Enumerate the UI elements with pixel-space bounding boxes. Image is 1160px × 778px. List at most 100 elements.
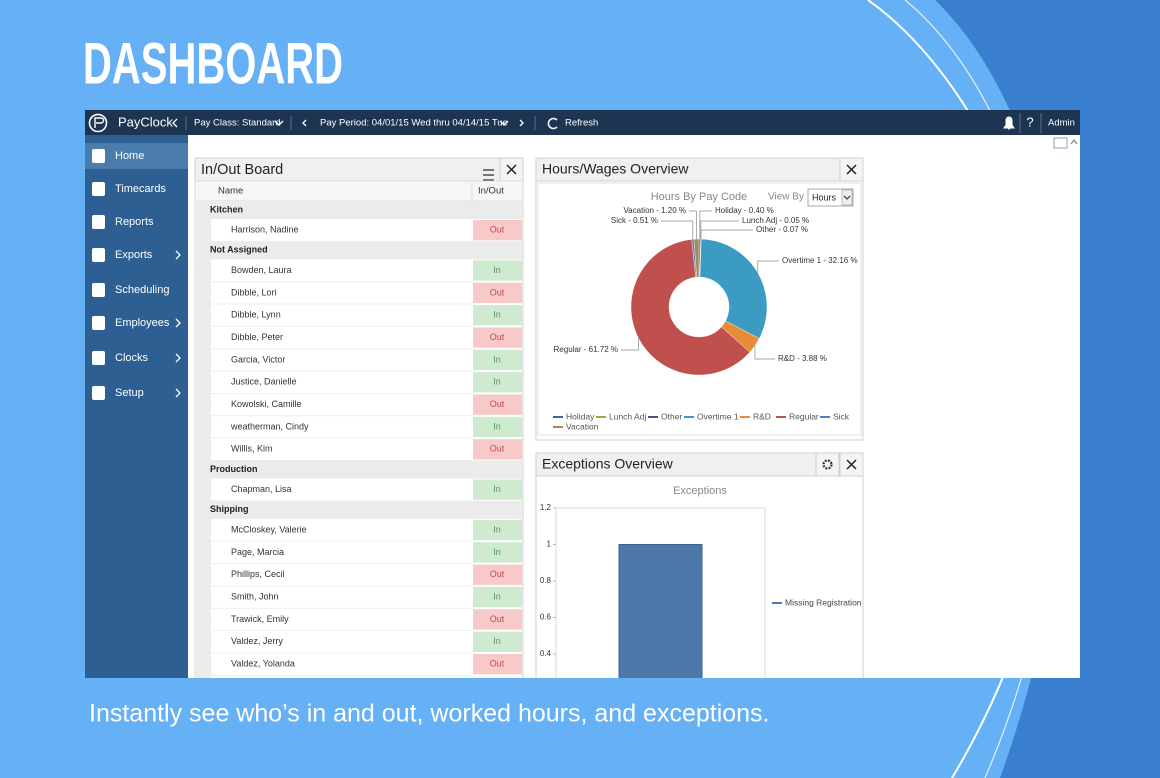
group-header (196, 460, 522, 479)
employee-name[interactable]: Chapman, Lisa (231, 484, 292, 494)
nav-icon (92, 149, 105, 163)
status: Out (490, 659, 505, 669)
status-cell (473, 542, 522, 563)
employee-name[interactable]: Kowolski, Camille (231, 399, 302, 409)
employee-name[interactable]: Willis, Kim (231, 444, 273, 454)
group-header (196, 241, 522, 260)
status-cell (473, 653, 522, 675)
employee-name[interactable]: Harrison, Nadine (231, 225, 299, 235)
nav-item[interactable]: Employees (115, 317, 170, 329)
status: In (493, 636, 501, 646)
status-cell (473, 305, 522, 326)
employee-name[interactable]: Garcia, Victor (231, 354, 285, 364)
employee-name[interactable]: Bowden, Laura (231, 265, 292, 275)
legend-label: Sick (833, 411, 850, 421)
close-icon (846, 164, 857, 175)
user-menu[interactable]: Admin (1048, 118, 1075, 129)
pay-class-select[interactable]: Pay Class: Standard (194, 118, 281, 129)
leader-line (700, 229, 753, 240)
group-name: Production (210, 464, 258, 474)
chevron-icon (175, 250, 181, 260)
employee-name[interactable]: weatherman, Cindy (230, 421, 309, 431)
slice-label: Vacation - 1.20 % (623, 206, 686, 215)
employee-name[interactable]: Valdez, Yolanda (231, 659, 295, 669)
employee-name[interactable]: Dibble, Peter (231, 332, 283, 342)
nav-item[interactable]: Exports (115, 249, 153, 261)
status-cell (473, 519, 522, 541)
close-icon (506, 164, 517, 175)
background-shape (935, 0, 1160, 778)
status-cell (473, 586, 522, 608)
slice-label: Overtime 1 - 32.16 % (782, 256, 858, 265)
nav-icon (92, 182, 105, 196)
dropdown-button (841, 189, 853, 206)
caption: Instantly see who’s in and out, worked h… (89, 700, 770, 728)
slice-label: Lunch Adj - 0.05 % (742, 216, 809, 225)
group-header (196, 500, 522, 519)
status: Out (490, 569, 505, 579)
employee-name[interactable]: Trawick, Emily (231, 614, 289, 624)
status: Out (490, 225, 505, 235)
chevron-icon (175, 388, 181, 398)
employee-name[interactable]: Smith, John (231, 591, 279, 601)
column-label: In/Out (478, 186, 504, 197)
group-header (196, 201, 522, 219)
y-tick-label: 0.8 (540, 576, 552, 585)
chevron-icon (172, 118, 178, 128)
nav-icon (92, 316, 105, 330)
nav-item[interactable]: Setup (115, 387, 144, 399)
settings-icon (822, 459, 833, 470)
status: In (493, 265, 501, 275)
chevron-icon (499, 120, 509, 126)
notification-icon[interactable] (1003, 116, 1015, 130)
status-cell (473, 394, 522, 415)
column-header (194, 180, 524, 202)
status: Out (490, 332, 505, 342)
employee-name[interactable]: Justice, Danielle (231, 377, 297, 387)
status-cell (473, 372, 522, 393)
help-button[interactable]: ? (1026, 114, 1033, 129)
chart-title: Exceptions (673, 485, 727, 497)
group-name: Not Assigned (210, 245, 268, 255)
legend-label: Regular (789, 411, 819, 421)
nav-item[interactable]: Scheduling (115, 284, 169, 296)
employee-name[interactable]: Valdez, Jerry (231, 636, 283, 646)
pay-period-select[interactable]: Pay Period: 04/01/15 Wed thru 04/14/15 T… (320, 118, 508, 129)
nav-icon (92, 248, 105, 262)
slice-label: Sick - 0.51 % (611, 216, 658, 225)
nav-item[interactable]: Clocks (115, 352, 149, 364)
status: In (493, 421, 501, 431)
nav-icon (92, 386, 105, 400)
y-tick-label: 0.6 (540, 613, 552, 622)
status: In (493, 354, 501, 364)
y-tick-label: 0.4 (540, 649, 552, 658)
status: In (493, 547, 501, 557)
employee-name[interactable]: Dibble, Lynn (231, 310, 281, 320)
settings-button[interactable] (815, 452, 840, 477)
refresh-button[interactable]: Refresh (565, 118, 598, 129)
status: Out (490, 287, 505, 297)
chevron-icon (175, 353, 181, 363)
layout-icon (1053, 137, 1068, 149)
employee-name[interactable]: Dibble, Lori (231, 287, 277, 297)
nav-item[interactable]: Reports (115, 216, 154, 228)
panel-title: Exceptions Overview (542, 456, 674, 472)
status: In (493, 484, 501, 494)
status-cell (473, 564, 522, 585)
slice-label: R&D - 3.88 % (778, 354, 827, 363)
prev-period (302, 119, 307, 127)
status: In (493, 377, 501, 387)
status: In (493, 591, 501, 601)
employee-name[interactable]: Page, Marcia (231, 547, 284, 557)
employee-name[interactable]: Phillips, Cecil (231, 569, 285, 579)
status: In (493, 310, 501, 320)
employee-name[interactable]: McCloskey, Valerie (231, 524, 307, 534)
scroll-up (1070, 138, 1078, 145)
chevron-icon (274, 120, 284, 126)
app-window: PayClock Pay Class: Standard Pay Period: 0… (85, 110, 1080, 678)
nav-item[interactable]: Home (115, 150, 144, 162)
nav-item[interactable]: Timecards (115, 183, 166, 195)
bar (618, 544, 703, 678)
legend-label: Holiday (566, 411, 595, 421)
